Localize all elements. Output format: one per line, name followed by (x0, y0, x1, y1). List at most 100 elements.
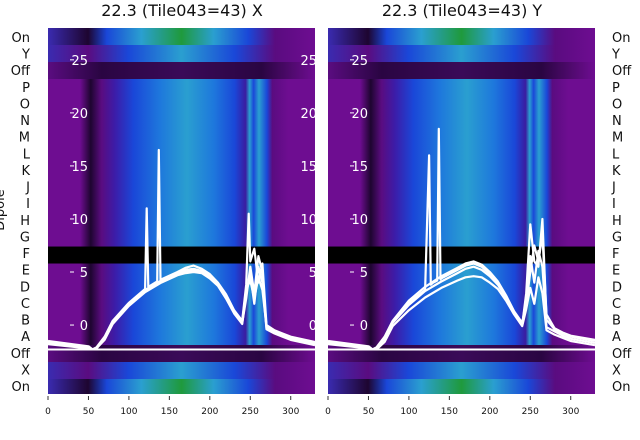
dipole-label: Y (21, 48, 30, 63)
dipole-label: On (12, 31, 30, 46)
heatmap-x-band (48, 362, 315, 379)
dipole-label: N (612, 114, 622, 129)
x-tick-label: 50 (363, 407, 375, 417)
dipole-label: Off (11, 64, 31, 79)
dipole-label: P (612, 81, 620, 96)
heatmap-main (48, 79, 315, 345)
heatmap-off-band (48, 62, 315, 79)
y-tick-label: 20 (71, 107, 88, 122)
y-tick-label: 25 (351, 54, 368, 69)
dipole-label: C (21, 297, 30, 312)
x-tick-label: 0 (45, 407, 51, 417)
dipole-label: I (612, 197, 616, 212)
dipole-label: C (612, 297, 621, 312)
x-tick-label: 150 (441, 407, 458, 417)
heatmap-y-band (328, 45, 595, 62)
dipole-label: F (612, 247, 619, 262)
dipole-label: J (611, 181, 616, 196)
y-tick-label: 10 (71, 213, 88, 228)
x-tick-label: 100 (400, 407, 417, 417)
dipole-label: I (26, 197, 30, 212)
y-tick-label-edge: 20 (300, 107, 317, 122)
traces (48, 148, 315, 351)
x-tick-label: 300 (282, 407, 299, 417)
dipole-label: A (612, 330, 621, 345)
y-tick-label: 15 (351, 160, 368, 175)
heatmap-top-band (328, 28, 595, 45)
dipole-label: E (22, 264, 30, 279)
dipole-label: On (12, 380, 30, 395)
dipole-label: X (21, 363, 30, 378)
dipole-label: Y (611, 48, 620, 63)
heatmap-y-band (48, 45, 315, 62)
trace-line (328, 249, 595, 351)
gap-band (328, 246, 595, 264)
dipole-label: Off (612, 64, 632, 79)
x-tick-label: 250 (242, 407, 259, 417)
dipole-label: N (20, 114, 30, 129)
y-tick-label-edge: 25 (300, 54, 317, 69)
dipole-label: M (612, 131, 623, 146)
heatmap-bottom-on-band (328, 379, 595, 394)
y-tick-label: 5 (360, 266, 368, 281)
y-tick-label: 15 (71, 160, 88, 175)
trace-line (48, 265, 315, 351)
dipole-label: H (612, 214, 622, 229)
dipole-label: M (19, 131, 30, 146)
panel-right-title: 22.3 (Tile043=43) Y (382, 1, 543, 20)
dipole-label: E (612, 264, 620, 279)
xticks: 0 50 100 150 200 250 300 (45, 396, 300, 417)
panel-left: 22.3 (Tile043=43) X 0 0 5 5 10 10 15 15 20 20 25 25… (45, 1, 317, 417)
x-tick-label: 200 (201, 407, 218, 417)
y-tick-label-edge: 15 (300, 160, 317, 175)
dipole-label: A (21, 330, 30, 345)
y-tick-label: 10 (351, 213, 368, 228)
dipole-label: K (612, 164, 621, 179)
dipole-label: F (23, 247, 30, 262)
y-tick-label: 5 (80, 266, 88, 281)
dipole-label: O (612, 97, 622, 112)
dipole-label: G (20, 230, 30, 245)
x-tick-label: 250 (522, 407, 539, 417)
xticks: 0 50 100 150 200 250 300 (325, 396, 580, 417)
x-tick-label: 50 (83, 407, 95, 417)
y-tick-label: 20 (351, 107, 368, 122)
dipole-label: L (23, 147, 31, 162)
y-tick-label-edge: 0 (309, 319, 317, 334)
heatmap-off-band (328, 62, 595, 79)
x-tick-label: 100 (120, 407, 137, 417)
y-tick-label: 25 (71, 54, 88, 69)
yticks: 0 5 10 15 20 25 (350, 54, 368, 334)
y-axis-label: Dipole (0, 189, 8, 230)
dipole-label: H (20, 214, 30, 229)
heatmap-top-band (48, 28, 315, 45)
heatmap-main (328, 79, 595, 345)
x-tick-label: 200 (481, 407, 498, 417)
dipole-label: On (612, 31, 630, 46)
y-tick-label-edge: 10 (300, 213, 317, 228)
dipole-label: D (612, 280, 622, 295)
panel-right: 22.3 (Tile043=43) Y 0 5 10 15 20 25 0 50 100 150… (325, 1, 595, 417)
dipole-label: X (612, 363, 621, 378)
dipole-label: B (21, 314, 30, 329)
dipole-label: L (612, 147, 620, 162)
dipole-label: B (612, 314, 621, 329)
dipole-label: O (20, 97, 30, 112)
x-tick-label: 0 (325, 407, 331, 417)
yticks: 0 0 5 5 10 10 15 15 20 20 25 25 (70, 54, 317, 334)
traces (328, 127, 595, 351)
y-tick-label-edge: 5 (309, 266, 317, 281)
dipole-label: Off (11, 347, 31, 362)
heatmap-x-band (328, 362, 595, 379)
gap-band (48, 246, 315, 264)
dipole-label: P (22, 81, 30, 96)
dipole-label: On (612, 380, 630, 395)
dipole-label: Off (612, 347, 632, 362)
x-tick-label: 150 (161, 407, 178, 417)
heatmap-bottom-on-band (48, 379, 315, 394)
dipole-label: K (21, 164, 30, 179)
dipole-label: J (25, 181, 30, 196)
